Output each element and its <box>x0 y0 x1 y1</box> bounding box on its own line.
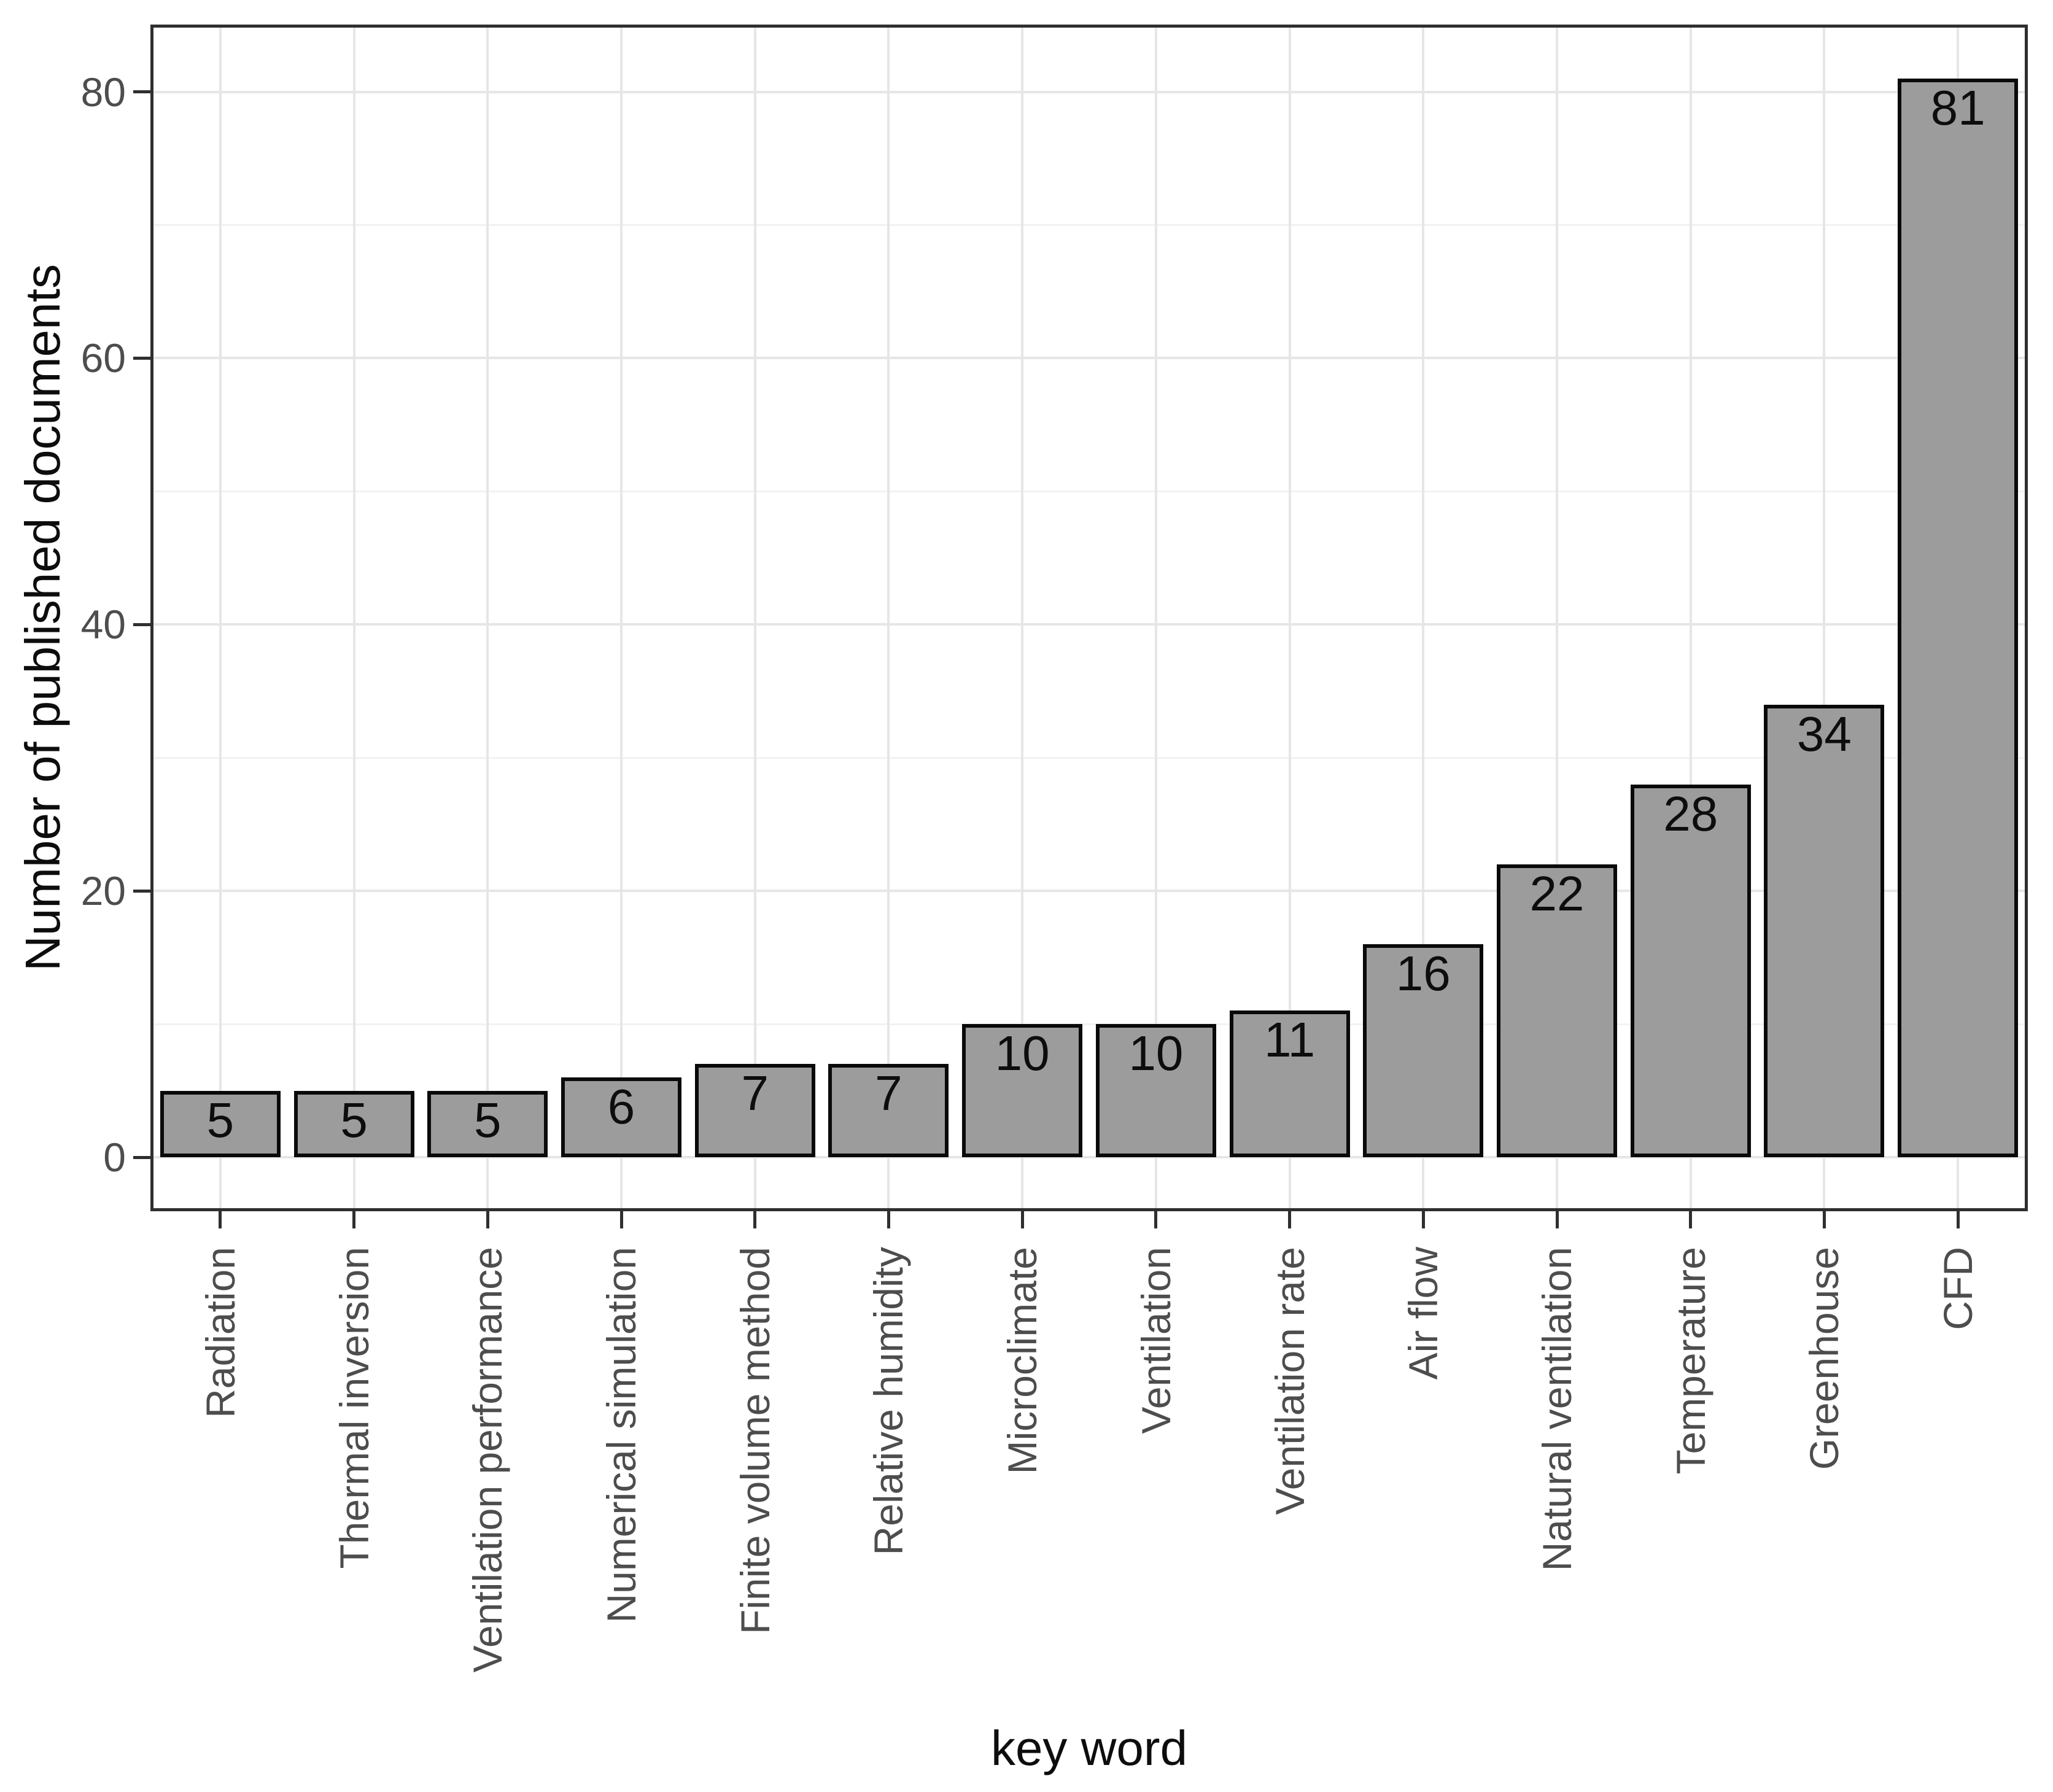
bar <box>1898 78 2019 1158</box>
y-gridline-major <box>153 890 2025 893</box>
bar-value-label: 22 <box>1529 866 1585 921</box>
bar-value-label: 11 <box>1264 1012 1316 1068</box>
x-tick <box>1822 1211 1826 1228</box>
chart-panel: 5 5 5 6 7 7 10 10 11 16 22 28 34 81 <box>150 25 2028 1211</box>
x-tick <box>1288 1211 1292 1228</box>
x-gridline-major <box>1422 28 1425 1208</box>
bar-value-label: 5 <box>340 1092 368 1147</box>
x-tick-label: Radiation <box>197 1247 243 1418</box>
x-tick-label: Natural ventilation <box>1534 1247 1580 1572</box>
bar-value-label: 7 <box>875 1066 902 1121</box>
y-gridline-minor <box>153 490 2025 492</box>
y-tick-label: 20 <box>80 868 126 914</box>
bar <box>828 1064 949 1158</box>
y-tick-label: 80 <box>80 69 126 115</box>
x-tick <box>219 1211 222 1228</box>
y-gridline-major <box>153 357 2025 360</box>
x-tick <box>619 1211 623 1228</box>
bar <box>962 1024 1083 1158</box>
bar-value-label: 81 <box>1930 80 1985 135</box>
bar-value-label: 6 <box>607 1079 635 1134</box>
x-tick-label: Numerical simulation <box>599 1247 644 1623</box>
y-tick-label: 40 <box>80 602 126 648</box>
x-gridline-major <box>620 28 623 1208</box>
y-gridline-minor <box>153 1023 2025 1025</box>
bar <box>694 1064 815 1158</box>
x-gridline-major <box>352 28 355 1208</box>
bar-value-label: 28 <box>1663 786 1718 841</box>
bar-value-label: 10 <box>1128 1026 1184 1081</box>
x-tick <box>1956 1211 1960 1228</box>
y-gridline-major <box>153 1156 2025 1159</box>
bar <box>561 1077 681 1158</box>
bar <box>160 1090 281 1158</box>
y-gridline-major <box>153 623 2025 626</box>
y-tick <box>133 889 150 893</box>
x-gridline-major <box>1823 28 1826 1208</box>
bar <box>427 1090 548 1158</box>
x-tick-label: Thermal inversion <box>331 1247 377 1569</box>
x-tick-label: Greenhouse <box>1801 1247 1847 1470</box>
x-tick-label: Ventilation <box>1133 1247 1179 1434</box>
bar <box>1764 704 1885 1158</box>
x-tick <box>352 1211 356 1228</box>
bar <box>1095 1024 1216 1158</box>
x-tick-label: Air flow <box>1400 1247 1446 1380</box>
bar <box>1630 784 1751 1158</box>
y-tick <box>133 90 150 94</box>
x-tick <box>887 1211 890 1228</box>
bar <box>293 1090 414 1158</box>
x-tick <box>753 1211 757 1228</box>
bar <box>1229 1010 1350 1158</box>
y-tick-label: 0 <box>103 1135 126 1181</box>
bar <box>1497 864 1617 1158</box>
y-gridline-major <box>153 90 2025 93</box>
x-gridline-major <box>1154 28 1157 1208</box>
x-tick-label: Finite volume method <box>732 1247 778 1634</box>
x-gridline-major <box>1288 28 1291 1208</box>
x-tick-label: CFD <box>1935 1247 1981 1330</box>
bar-value-label: 10 <box>995 1026 1050 1081</box>
x-tick <box>1421 1211 1425 1228</box>
x-gridline-major <box>219 28 222 1208</box>
y-axis-title: Number of published documents <box>15 264 70 971</box>
y-gridline-minor <box>153 224 2025 226</box>
x-gridline-major <box>887 28 890 1208</box>
x-axis-title: key word <box>990 1721 1188 1775</box>
x-gridline-major <box>753 28 756 1208</box>
bar-value-label: 7 <box>741 1066 769 1121</box>
bar-value-label: 16 <box>1395 946 1451 1001</box>
y-tick <box>133 1155 150 1159</box>
x-tick <box>1020 1211 1024 1228</box>
x-tick-label: Relative humidity <box>866 1247 912 1556</box>
bar <box>1363 944 1484 1158</box>
y-tick <box>133 623 150 626</box>
bar-value-label: 5 <box>206 1092 235 1147</box>
x-tick-label: Microclimate <box>999 1247 1046 1475</box>
x-gridline-major <box>486 28 489 1208</box>
y-gridline-minor <box>153 756 2025 759</box>
x-gridline-major <box>1689 28 1692 1208</box>
x-tick <box>1555 1211 1559 1228</box>
x-gridline-major <box>1556 28 1558 1208</box>
x-tick-label: Temperature <box>1667 1247 1713 1475</box>
x-tick <box>1689 1211 1693 1228</box>
bar-value-label: 5 <box>474 1092 502 1147</box>
x-gridline-major <box>1021 28 1024 1208</box>
bar-value-label: 34 <box>1796 706 1852 761</box>
x-tick-label: Ventilation rate <box>1267 1247 1313 1515</box>
y-tick <box>133 356 150 360</box>
x-tick <box>486 1211 489 1228</box>
y-tick-label: 60 <box>80 335 126 381</box>
x-tick-label: Ventilation performance <box>465 1247 511 1673</box>
x-tick <box>1154 1211 1158 1228</box>
